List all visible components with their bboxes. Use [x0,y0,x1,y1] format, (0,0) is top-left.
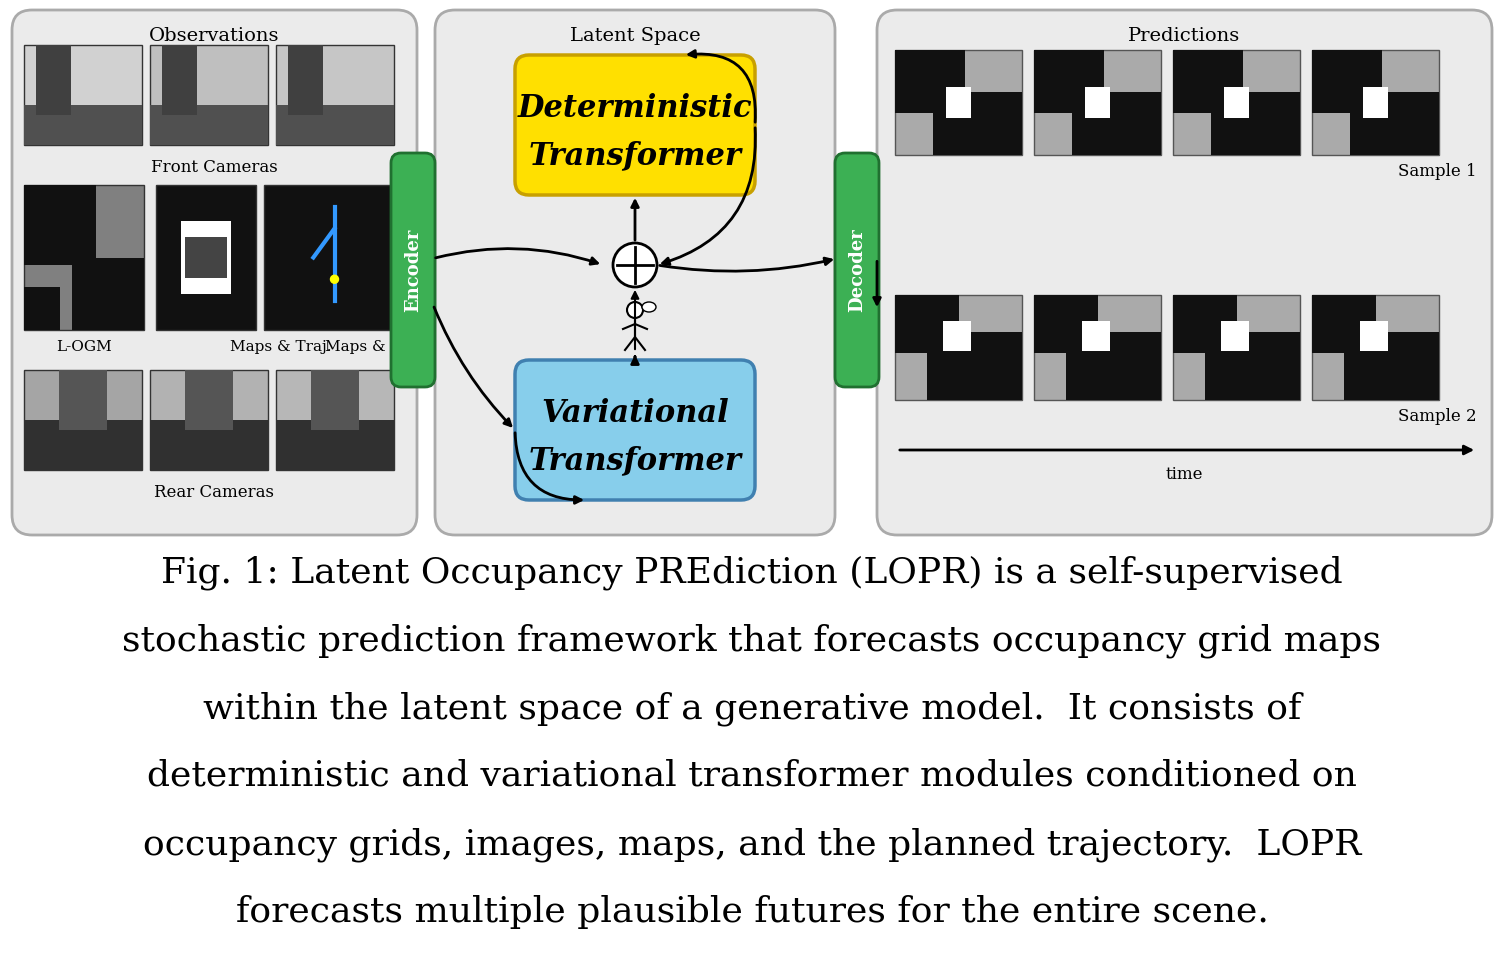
Bar [156,185,256,330]
Text: Rear Cameras: Rear Cameras [155,484,275,501]
Bar [185,278,227,289]
Bar [1311,295,1439,400]
Bar [180,221,232,294]
Bar [1224,87,1250,118]
Bar [1083,321,1110,351]
Text: Sample 1: Sample 1 [1399,163,1477,180]
Bar [277,420,394,470]
Text: Transformer: Transformer [528,445,741,476]
Bar [1173,295,1236,353]
Bar [150,45,268,145]
Bar [24,105,141,145]
Bar [943,321,972,351]
Text: deterministic and variational transformer modules conditioned on: deterministic and variational transforme… [147,759,1357,793]
Bar [24,45,141,145]
Bar [185,370,233,430]
Bar [24,185,96,265]
Text: time: time [1166,466,1203,483]
Bar [1084,87,1110,118]
Bar [24,185,144,330]
Bar [895,50,966,113]
FancyBboxPatch shape [391,153,435,387]
Bar [150,370,268,470]
FancyBboxPatch shape [514,360,755,500]
Bar [277,105,394,145]
Text: Maps & Traj.: Maps & Traj. [325,340,427,354]
Bar [1221,321,1250,351]
Text: Transformer: Transformer [528,140,741,171]
Bar [1360,321,1388,351]
Text: stochastic prediction framework that forecasts occupancy grid maps: stochastic prediction framework that for… [122,623,1382,657]
Bar [150,105,268,145]
Text: occupancy grids, images, maps, and the planned trajectory.  LOPR: occupancy grids, images, maps, and the p… [143,827,1361,861]
Circle shape [614,243,657,287]
Bar [926,332,1023,400]
Circle shape [627,302,644,318]
Bar [162,45,197,115]
Bar [311,370,358,430]
FancyBboxPatch shape [835,153,878,387]
Bar [1211,92,1299,155]
Bar [185,225,227,238]
Bar [895,50,1023,155]
Bar [36,45,71,115]
Bar [24,286,60,330]
Bar [1173,50,1299,155]
Bar [1311,50,1382,113]
Bar [932,92,1023,155]
Text: Fig. 1: Latent Occupancy PREdiction (LOPR) is a self-supervised: Fig. 1: Latent Occupancy PREdiction (LOP… [161,555,1343,589]
Bar [1066,332,1161,400]
Text: Observations: Observations [149,27,280,45]
Bar [1035,295,1161,400]
Circle shape [331,276,338,283]
Text: Decoder: Decoder [848,228,866,312]
Text: Front Cameras: Front Cameras [150,159,278,176]
Bar [1311,50,1439,155]
FancyBboxPatch shape [877,10,1492,535]
Bar [1351,92,1439,155]
Text: within the latent space of a generative model.  It consists of: within the latent space of a generative … [203,691,1301,726]
Bar [277,45,394,145]
Bar [1205,332,1299,400]
Bar [1311,295,1376,353]
Bar [1035,50,1104,113]
Text: forecasts multiple plausible futures for the entire scene.: forecasts multiple plausible futures for… [236,895,1268,929]
Bar [1363,87,1388,118]
Text: Sample 2: Sample 2 [1399,408,1477,425]
Bar [72,257,144,330]
Bar [59,370,107,430]
Bar [24,370,141,470]
Bar [1173,50,1242,113]
Bar [895,295,958,353]
Bar [1173,295,1299,400]
FancyBboxPatch shape [435,10,835,535]
Text: Encoder: Encoder [405,228,423,312]
Bar [287,45,323,115]
Text: Deterministic: Deterministic [517,93,752,124]
Bar [895,295,1023,400]
Bar [185,225,227,289]
Bar [24,420,141,470]
Bar [265,185,405,330]
Text: L-OGM: L-OGM [56,340,111,354]
FancyBboxPatch shape [514,55,755,195]
Text: Variational: Variational [541,397,729,429]
FancyBboxPatch shape [12,10,417,535]
Text: Latent Space: Latent Space [570,27,701,45]
Text: Predictions: Predictions [1128,27,1241,45]
Bar [1035,295,1098,353]
Text: Maps & Traj.: Maps & Traj. [230,340,331,354]
Bar [277,370,394,470]
Ellipse shape [642,302,656,312]
Bar [1343,332,1439,400]
Bar [1035,50,1161,155]
Bar [1072,92,1161,155]
Bar [946,87,972,118]
Bar [150,420,268,470]
